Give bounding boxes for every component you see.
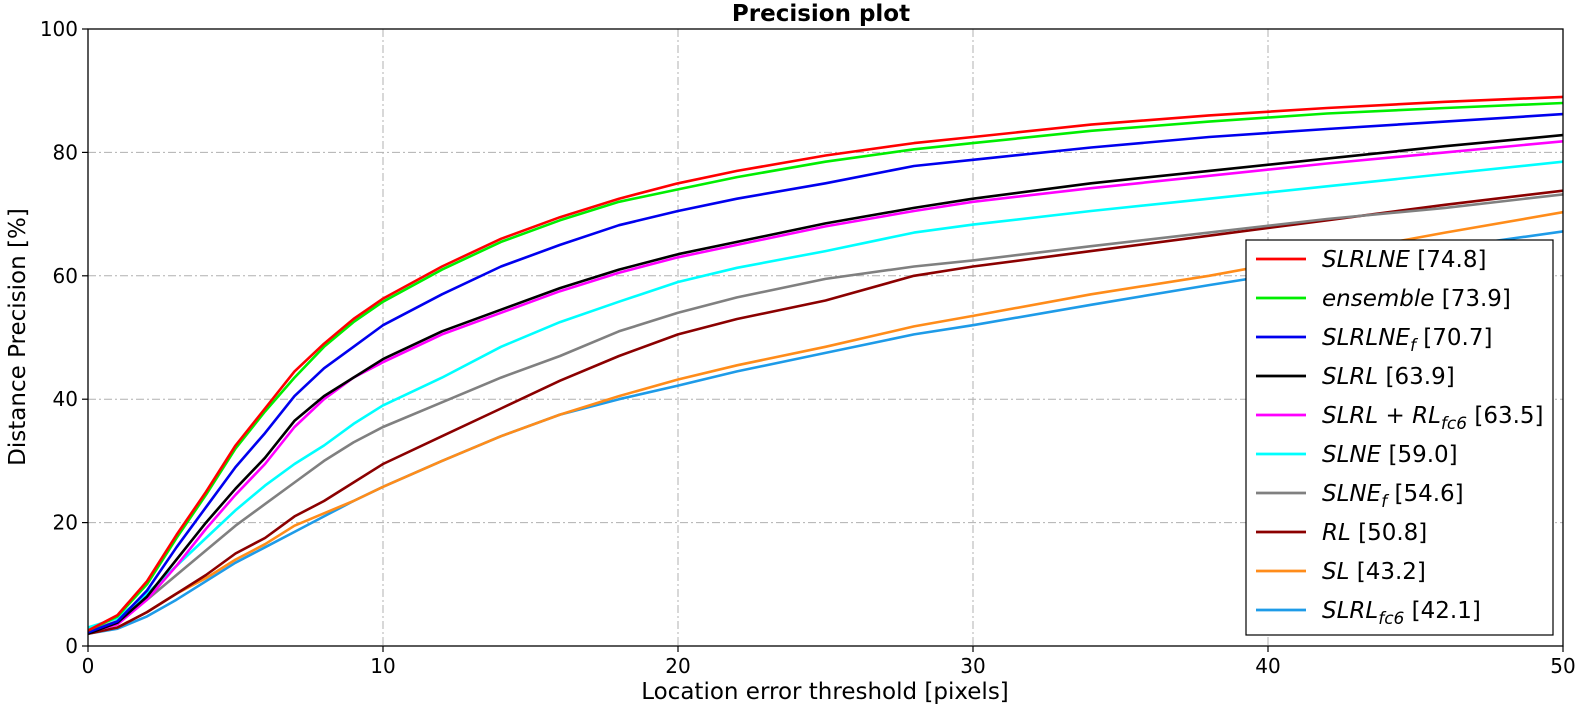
legend-series-name: SLRL: [1322, 364, 1378, 390]
legend-item: SLNEf [54.6]: [1256, 481, 1464, 512]
legend: SLRLNE [74.8]ensemble [73.9]SLRLNEf [70.…: [1245, 239, 1554, 636]
legend-series-score: [70.7]: [1416, 325, 1492, 351]
legend-series-name: SL: [1322, 559, 1349, 585]
series-line-slne: [88, 160, 1563, 629]
grid-lines: [88, 29, 1563, 646]
legend-label: RL [50.8]: [1322, 520, 1427, 546]
chart-title: Precision plot: [732, 1, 910, 27]
legend-series-score: [54.6]: [1387, 481, 1463, 507]
legend-series-score: [42.1]: [1404, 598, 1480, 624]
legend-label: SLRL + RLfc6 [63.5]: [1322, 403, 1544, 434]
series-line-slrlnef: [88, 112, 1563, 634]
legend-label: SLRLNE [74.8]: [1322, 247, 1486, 273]
legend-label: SLNE [59.0]: [1322, 442, 1458, 468]
plot-frame: [87, 28, 1564, 647]
legend-items: SLRLNE [74.8]ensemble [73.9]SLRLNEf [70.…: [1256, 247, 1544, 629]
series-line-slrlne: [88, 95, 1563, 632]
x-tick-label: 20: [665, 654, 690, 678]
x-tick-label: 10: [370, 654, 395, 678]
y-axis-ticks: 0 20 40 60 80 100: [40, 17, 88, 658]
legend-item: SL [43.2]: [1256, 559, 1426, 585]
y-tick-label: 0: [65, 634, 78, 658]
legend-series-name: SLRLNE: [1322, 325, 1410, 351]
legend-series-name: SLRL: [1322, 598, 1378, 624]
legend-series-subscript: fc6: [1378, 609, 1404, 629]
series-line-sl: [88, 210, 1563, 636]
x-tick-label: 30: [960, 654, 985, 678]
legend-series-name: RL: [1322, 520, 1351, 546]
x-tick-label: 0: [82, 654, 95, 678]
legend-series-name: ensemble: [1322, 286, 1434, 312]
legend-item: SLRL + RLfc6 [63.5]: [1256, 403, 1544, 434]
legend-label: SLNEf [54.6]: [1322, 481, 1464, 512]
legend-label: SL [43.2]: [1322, 559, 1426, 585]
legend-item: SLRLfc6 [42.1]: [1256, 598, 1481, 629]
legend-label: ensemble [73.9]: [1322, 286, 1511, 312]
x-axis-label: Location error threshold [pixels]: [641, 679, 1009, 705]
legend-series-subscript: fc6: [1441, 414, 1467, 434]
legend-label: SLRLfc6 [42.1]: [1322, 598, 1481, 629]
series-line-slrl: [88, 133, 1563, 636]
legend-item: RL [50.8]: [1256, 520, 1427, 546]
y-tick-label: 100: [40, 17, 78, 41]
x-tick-label: 40: [1255, 654, 1280, 678]
series-line-slnef: [88, 193, 1563, 632]
y-tick-label: 40: [53, 387, 78, 411]
legend-series-score: [63.9]: [1378, 364, 1454, 390]
y-tick-label: 20: [53, 511, 78, 535]
legend-item: SLRLNE [74.8]: [1256, 247, 1486, 273]
x-axis-ticks: 0 10 20 30 40 50: [82, 646, 1576, 678]
series-line-slrl-rlfc6: [88, 140, 1563, 634]
legend-item: SLRLNEf [70.7]: [1256, 325, 1492, 356]
y-tick-label: 60: [53, 264, 78, 288]
legend-series-subscript: f: [1410, 336, 1419, 356]
legend-series-score: [43.2]: [1349, 559, 1425, 585]
legend-series-score: [73.9]: [1434, 286, 1510, 312]
y-axis-label: Distance Precision [%]: [5, 208, 31, 466]
legend-box: [1245, 239, 1554, 636]
legend-label: SLRL [63.9]: [1322, 364, 1455, 390]
legend-item: ensemble [73.9]: [1256, 286, 1511, 312]
legend-series-name: SLRL + RL: [1322, 403, 1441, 429]
legend-series-score: [50.8]: [1351, 520, 1427, 546]
series-lines: [88, 95, 1563, 636]
legend-series-subscript: f: [1381, 492, 1390, 512]
legend-series-score: [59.0]: [1381, 442, 1457, 468]
legend-item: SLNE [59.0]: [1256, 442, 1458, 468]
series-line-ensemble: [88, 101, 1563, 632]
x-tick-label: 50: [1550, 654, 1575, 678]
legend-item: SLRL [63.9]: [1256, 364, 1455, 390]
y-tick-label: 80: [53, 140, 78, 164]
legend-series-name: SLNE: [1322, 442, 1382, 468]
legend-label: SLRLNEf [70.7]: [1322, 325, 1492, 356]
legend-series-name: SLNE: [1322, 481, 1382, 507]
legend-series-name: SLRLNE: [1322, 247, 1410, 273]
legend-series-score: [74.8]: [1410, 247, 1486, 273]
legend-series-score: [63.5]: [1467, 403, 1543, 429]
series-line-rl: [88, 189, 1563, 636]
